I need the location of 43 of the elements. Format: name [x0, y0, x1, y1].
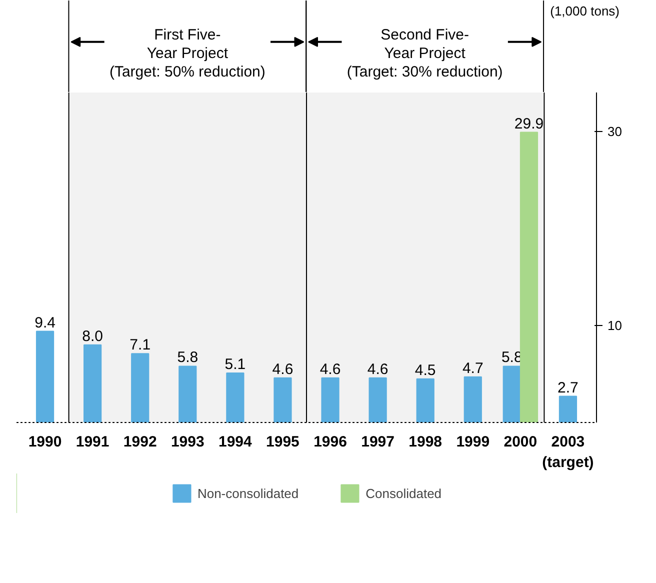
data-label: 4.6 — [272, 360, 294, 378]
data-label: 29.9 — [514, 115, 544, 132]
x-tick-label: 1995 — [266, 434, 300, 450]
data-label: 4.7 — [462, 360, 484, 377]
x-tick-label: 1998 — [408, 434, 442, 450]
bar — [274, 377, 292, 422]
x-tick-label: 1996 — [314, 434, 347, 450]
legend-label: Non-consolidated — [197, 486, 299, 500]
data-label: 9.4 — [34, 314, 56, 332]
data-label: 4.5 — [414, 362, 436, 379]
x-tick-label: 1999 — [456, 434, 490, 450]
band-label: First Five- Year Project (Target: 50% reduction) — [109, 26, 266, 81]
data-label: 2.7 — [558, 379, 578, 396]
bar — [321, 377, 340, 422]
data-label: 4.6 — [367, 360, 388, 378]
text: (1,000 tons) — [550, 3, 620, 18]
data-label: 4.6 — [320, 360, 341, 378]
bar — [368, 377, 387, 422]
x-tick-label: 2000 — [504, 434, 538, 450]
data-label: 5.8 — [177, 349, 198, 366]
bar — [520, 132, 538, 422]
bar — [416, 378, 434, 422]
bar — [178, 366, 197, 422]
x-tick-label: 1991 — [76, 434, 110, 450]
data-label: 8.0 — [82, 328, 103, 345]
bar — [131, 353, 150, 422]
bar — [464, 376, 482, 422]
legend-label: Consolidated — [366, 486, 442, 500]
band-label: Second Five- Year Project (Target: 30% reduction) — [346, 26, 503, 81]
x-tick-label: 1990 — [28, 434, 62, 450]
bar — [558, 396, 578, 422]
x-tick-label: 2003 (target) — [542, 434, 594, 471]
y-tick-label: 30 — [608, 124, 622, 139]
x-tick-label: 1997 — [361, 434, 394, 450]
x-tick-label: 1994 — [218, 434, 253, 450]
bar — [36, 330, 54, 422]
data-label: 5.1 — [224, 356, 246, 373]
bar — [226, 372, 244, 422]
x-tick-label: 1992 — [123, 434, 157, 450]
x-tick-label: 1993 — [170, 434, 204, 450]
data-label: 7.1 — [130, 336, 151, 354]
bar — [84, 344, 102, 422]
y-tick-label: 10 — [608, 318, 622, 333]
